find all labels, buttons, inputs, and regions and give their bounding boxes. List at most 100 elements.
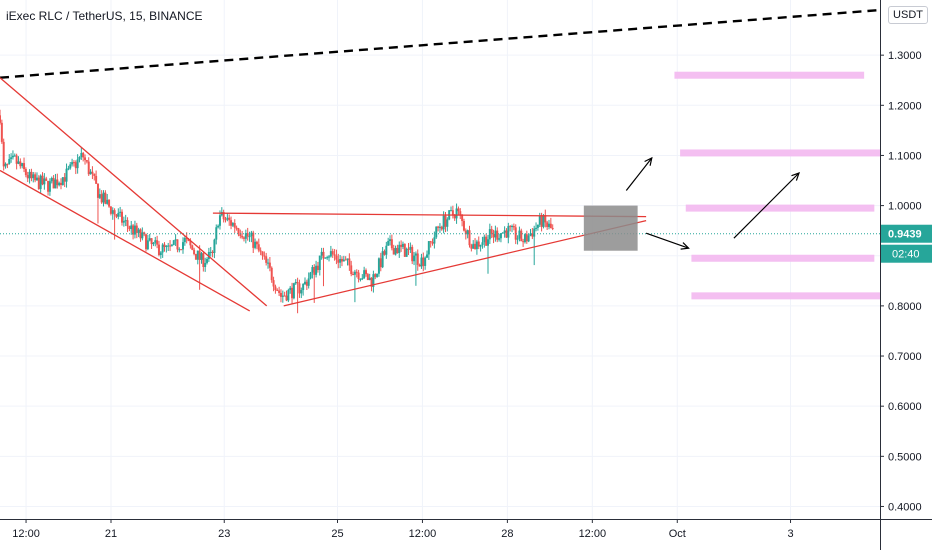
candle-body (130, 225, 133, 230)
candle-body (372, 274, 375, 287)
candle-body (326, 257, 329, 259)
candle-body (294, 281, 297, 284)
candle-body (41, 175, 44, 185)
candle-body (427, 241, 430, 255)
candle-body (84, 157, 87, 161)
y-tick-label: 0.6000 (888, 401, 922, 413)
candle-body (111, 210, 114, 214)
candle-body (383, 251, 386, 255)
candle-body (287, 290, 290, 301)
candle-body (74, 162, 77, 169)
candle-body (281, 295, 284, 297)
candle-body (512, 226, 515, 228)
candle-body (65, 168, 68, 182)
candle-body (324, 257, 327, 259)
candle-body (479, 244, 482, 247)
target-zone (680, 149, 880, 157)
candle-body (4, 163, 7, 167)
candle-body (453, 214, 456, 219)
candle-body (481, 242, 484, 245)
candle-body (413, 255, 416, 262)
arrow-shaft (625, 157, 653, 191)
candle-body (425, 254, 428, 258)
candle-body (154, 240, 157, 243)
candle-body (0, 122, 3, 142)
candle-body (161, 244, 164, 253)
candle-body (416, 253, 419, 265)
candle-body (135, 225, 138, 233)
candle-body (211, 251, 214, 254)
candle-body (17, 161, 20, 164)
candle-body (381, 251, 384, 268)
candle-body (435, 226, 438, 238)
candle-body (546, 222, 549, 227)
candle-body (132, 225, 135, 235)
candle-body (196, 250, 199, 260)
candle-body (468, 230, 471, 246)
arrow-shaft (645, 232, 689, 249)
candle-body (551, 227, 554, 229)
x-tick-label: 12:00 (409, 528, 437, 540)
candle-body (533, 228, 536, 237)
candle-body (340, 258, 343, 262)
candle-body (490, 229, 493, 234)
candle-body (292, 283, 295, 299)
candle-body (239, 233, 242, 236)
candle-body (525, 234, 528, 242)
candle-body (342, 259, 345, 262)
candle-body (542, 215, 545, 227)
y-tick-label: 0.4000 (888, 501, 922, 513)
candle-body (466, 230, 469, 235)
candle-body (440, 226, 443, 230)
candle-body (346, 258, 349, 260)
candle-body (392, 248, 395, 255)
candle-body (363, 270, 366, 279)
candle-body (516, 238, 519, 240)
candle-body (241, 235, 244, 238)
candle-body (475, 241, 478, 250)
target-zone (685, 204, 875, 212)
candle-body (250, 232, 253, 237)
candle-body (58, 182, 61, 186)
candle-body (451, 210, 454, 215)
candle-body (366, 274, 369, 281)
currency-button[interactable]: USDT (888, 6, 928, 24)
candle-body (328, 256, 331, 258)
arrow-head (791, 172, 800, 181)
candle-body (180, 249, 183, 251)
candle-body (191, 245, 194, 250)
candle-body (231, 223, 234, 226)
candle-body (217, 225, 220, 228)
candle-body (124, 220, 127, 222)
candle-body (498, 238, 501, 240)
candle-body (305, 281, 308, 286)
candle-body (117, 212, 120, 217)
candle-body (313, 267, 316, 275)
candle-body (283, 295, 286, 297)
candle-body (418, 264, 421, 267)
candle-body (252, 232, 255, 248)
candle-body (461, 215, 464, 222)
candle-body (145, 234, 148, 250)
candle-body (414, 253, 417, 256)
candle-body (198, 250, 201, 260)
candle-body (394, 247, 397, 255)
candle-body (405, 248, 408, 257)
candle-body (407, 248, 410, 250)
candle-body (95, 175, 98, 184)
candle-body (485, 236, 488, 246)
candle-body (183, 237, 186, 243)
candle-body (311, 267, 314, 273)
x-tick-label: 25 (331, 528, 343, 540)
candle-body (120, 211, 123, 223)
candle-body (32, 174, 35, 179)
candle-body (67, 168, 70, 170)
candle-body (150, 238, 153, 245)
candle-body (396, 247, 399, 254)
candle-body (385, 245, 388, 255)
candle-body (61, 177, 64, 186)
candle-body (28, 171, 31, 179)
candle-body (352, 274, 355, 276)
candle-body (279, 292, 282, 297)
